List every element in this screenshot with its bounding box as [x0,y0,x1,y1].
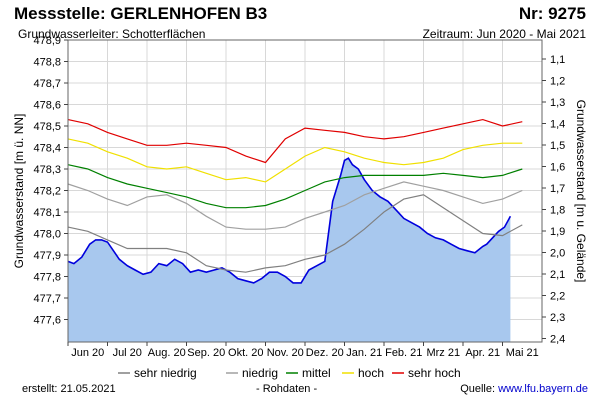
y-tick-label: 478,2 [33,186,61,198]
measured-line [67,157,512,284]
aquifer-label: Grundwasserleiter: Schotterflächen [18,27,206,41]
y-tick-label: 477,9 [33,250,61,262]
legend-label-sehr-hoch: sehr hoch [408,366,461,380]
x-tick-label: Sep. 20 [187,347,225,359]
y2-tick-label: 2,0 [550,248,565,260]
x-tick-label: Aug. 20 [148,347,186,359]
legend-label-hoch: hoch [358,366,384,380]
y2-tick-label: 1,5 [550,140,565,152]
y2-tick-label: 1,2 [550,76,565,88]
line-sehr-niedrig [67,194,523,273]
x-tick-label: Nov. 20 [267,347,304,359]
x-tick-label: Mai 21 [506,347,539,359]
raw-data-note: - Rohdaten - [256,383,318,395]
y-tick-label: 477,7 [33,293,61,305]
legend-label-mittel: mittel [302,366,331,380]
y-tick-label: 478,6 [33,100,61,112]
y2-tick-label: 1,1 [550,54,565,66]
x-tick-label: Dez. 20 [306,347,344,359]
y-axis-right: 1,1 1,2 1,3 1,4 1,5 1,6 1,7 1,8 1,9 2,0 2,1 2,2 2,3 2… [542,54,565,346]
legend: sehr niedrig niedrig mittel hoch sehr hoch [118,366,461,380]
y-tick-label: 478,7 [33,78,61,90]
station-title: Messstelle: GERLENHOFEN B3 [14,4,268,23]
y-tick-label: 478,9 [33,35,61,47]
y-axis-label: Grundwasserstand [m ü. NN] [12,114,26,269]
x-tick-label: Okt. 20 [228,347,263,359]
legend-label-sehr-niedrig: sehr niedrig [134,366,197,380]
measured-series [67,157,512,342]
x-tick-label: Jun 20 [71,347,104,359]
line-mittel [67,164,523,209]
x-tick-label: Apr. 21 [465,347,500,359]
source-credit: Quelle: www.lfu.bayern.de [460,383,588,395]
y2-tick-label: 2,3 [550,312,565,324]
line-hoch [67,138,523,183]
y2-axis-label: Grundwasserstand [m u. Gelände] [574,100,588,283]
y2-tick-label: 2,1 [550,269,565,281]
legend-label-niedrig: niedrig [242,366,278,380]
measured-area [68,158,511,342]
y2-tick-label: 1,7 [550,183,565,195]
source-label: Quelle: [460,383,499,395]
x-tick-label: Jul 20 [113,347,142,359]
y2-tick-label: 2,2 [550,291,565,303]
period-label: Zeitraum: Jun 2020 - Mai 2021 [422,27,586,41]
y-tick-label: 477,6 [33,315,61,327]
y2-tick-label: 2,4 [550,334,565,346]
line-niedrig [67,181,523,230]
y-tick-label: 477,8 [33,272,61,284]
x-tick-label: Jan. 21 [346,347,382,359]
station-number: Nr: 9275 [518,4,586,23]
created-date: erstellt: 21.05.2021 [22,383,116,395]
reference-lines [67,118,523,273]
x-tick-label: Feb. 21 [385,347,422,359]
y-tick-label: 478,0 [33,229,61,241]
y-axis-left: 478,9 478,8 478,7 478,6 478,5 478,4 478,3 478,2… [33,35,68,327]
y2-tick-label: 1,4 [550,119,565,131]
x-axis: Jun 20 Jul 20 Aug. 20 Sep. 20 Okt. 20 Nov. 20… [67,342,539,359]
y-tick-label: 478,8 [33,57,61,69]
y2-tick-label: 1,6 [550,162,565,174]
y2-tick-label: 1,9 [550,226,565,238]
y-tick-label: 478,1 [33,207,61,219]
y2-tick-label: 1,8 [550,205,565,217]
x-tick-label: Mrz 21 [426,347,460,359]
source-link[interactable]: www.lfu.bayern.de [498,383,588,395]
line-sehr-hoch [67,118,523,164]
y-tick-label: 478,5 [33,121,61,133]
y-tick-label: 478,4 [33,143,61,155]
y2-tick-label: 1,3 [550,97,565,109]
y-tick-label: 478,3 [33,164,61,176]
